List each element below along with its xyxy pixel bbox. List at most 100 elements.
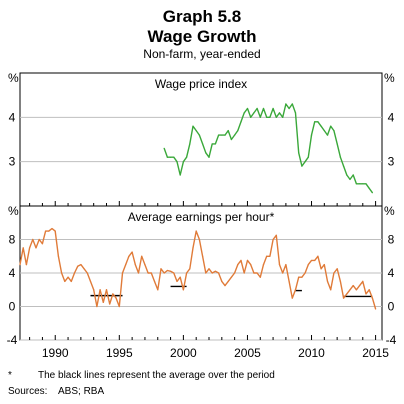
- data-point: [51, 228, 53, 230]
- sources: Sources: ABS; RBA: [8, 385, 104, 398]
- data-point: [202, 255, 204, 257]
- data-point: [298, 276, 300, 278]
- y-tick-label-left: 0: [9, 300, 16, 314]
- data-point: [285, 103, 287, 105]
- data-point: [278, 264, 281, 266]
- x-tick-label: 2000: [170, 346, 197, 360]
- data-point: [102, 301, 104, 303]
- data-point: [160, 268, 162, 270]
- earnings-series-line: [19, 227, 377, 310]
- data-point: [365, 293, 367, 295]
- data-point: [147, 272, 149, 274]
- data-point: [342, 297, 345, 299]
- data-point: [374, 308, 377, 310]
- wpi-series-line: [163, 103, 373, 194]
- data-point: [195, 230, 197, 232]
- unit-label-right-top: %: [384, 71, 395, 85]
- data-point: [278, 112, 281, 114]
- y-tick-label-right: 0: [388, 300, 395, 314]
- data-point: [96, 305, 98, 308]
- data-point: [349, 289, 351, 291]
- data-point: [189, 268, 191, 270]
- x-tick-label: 2015: [362, 346, 389, 360]
- y-tick-label-left: 8: [9, 233, 16, 247]
- data-point: [259, 276, 261, 278]
- data-point: [198, 238, 200, 241]
- data-point: [61, 272, 63, 274]
- data-point: [362, 280, 364, 282]
- data-point: [237, 130, 239, 132]
- data-point: [282, 116, 284, 118]
- x-tick-label: 2005: [234, 346, 261, 360]
- data-point: [67, 276, 69, 278]
- data-point: [326, 134, 329, 136]
- data-point: [333, 130, 335, 132]
- data-point: [243, 112, 245, 114]
- data-point: [163, 272, 165, 274]
- title-block: Graph 5.8 Wage Growth Non-farm, year-end…: [0, 0, 404, 61]
- data-point: [291, 297, 293, 299]
- data-point: [83, 268, 85, 270]
- data-point: [336, 143, 338, 145]
- data-point: [352, 174, 354, 176]
- data-point: [234, 272, 236, 274]
- data-point: [310, 134, 313, 136]
- data-point: [89, 280, 92, 282]
- data-point: [105, 289, 108, 291]
- data-point: [41, 243, 44, 245]
- panel-title-aehe: Average earnings per hour*: [128, 210, 275, 224]
- data-point: [253, 272, 255, 274]
- data-point: [218, 134, 220, 136]
- data-point: [93, 289, 95, 291]
- data-point: [294, 112, 297, 114]
- unit-label-left-bottom: %: [8, 204, 19, 218]
- data-point: [189, 143, 191, 145]
- data-point: [166, 156, 168, 158]
- data-point: [48, 230, 50, 232]
- data-point: [371, 297, 373, 299]
- data-point: [214, 143, 217, 145]
- data-point: [333, 272, 335, 274]
- data-point: [185, 156, 188, 158]
- data-point: [35, 247, 37, 249]
- data-point: [19, 264, 21, 266]
- data-point: [336, 268, 338, 270]
- gridlines: [20, 116, 382, 341]
- data-point: [121, 272, 124, 274]
- y-tick-label-left: -4: [7, 333, 18, 347]
- data-point: [298, 152, 300, 154]
- data-point: [157, 289, 159, 291]
- data-point: [131, 251, 133, 253]
- data-point: [57, 255, 60, 257]
- data-point: [221, 134, 223, 136]
- footnote-text: The black lines represent the average ov…: [38, 370, 275, 381]
- graph-subtitle: Wage Growth: [147, 27, 257, 46]
- data-point: [358, 183, 361, 185]
- data-point: [304, 161, 306, 163]
- data-point: [25, 264, 28, 266]
- data-point: [371, 192, 373, 194]
- data-point: [118, 305, 120, 308]
- data-point: [182, 161, 184, 163]
- data-point: [323, 264, 325, 266]
- data-point: [307, 156, 309, 158]
- y-tick-label-right: 4: [388, 266, 395, 280]
- data-point: [109, 303, 111, 305]
- data-point: [224, 134, 226, 136]
- data-point: [99, 289, 101, 291]
- data-point: [250, 264, 252, 266]
- series-lines: [19, 103, 377, 310]
- data-point: [205, 272, 207, 274]
- data-point: [214, 270, 217, 272]
- data-point: [221, 280, 223, 282]
- data-point: [73, 272, 76, 274]
- data-point: [211, 143, 213, 145]
- data-point: [198, 134, 200, 136]
- sources-label: Sources:: [8, 386, 48, 397]
- data-point: [320, 125, 322, 127]
- graph-title: Graph 5.8: [162, 7, 242, 26]
- data-point: [285, 264, 287, 266]
- data-point: [259, 116, 261, 118]
- data-point: [240, 121, 242, 123]
